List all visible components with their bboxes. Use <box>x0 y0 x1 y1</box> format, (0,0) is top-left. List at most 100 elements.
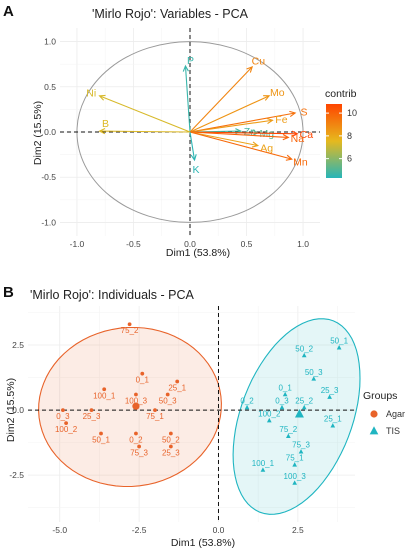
vector-mo-arrow <box>189 95 270 133</box>
panel-b-ylabel: Dim2 (15.5%) <box>5 378 17 442</box>
point-agar <box>99 431 103 436</box>
panel-a-xtick-label: 1.0 <box>297 239 309 249</box>
point-tis <box>298 449 304 454</box>
point-label-tis: 0_1 <box>278 383 292 392</box>
vector-b-arrow <box>99 130 191 133</box>
vector-zn-label: Zn <box>244 126 256 138</box>
vector-b-label: B <box>102 118 109 130</box>
vector-mg-label: Mg <box>260 128 275 140</box>
vector-fe-arrowhead <box>266 117 274 125</box>
point-label-agar: 0_3 <box>56 412 70 421</box>
vector-cu-label: Cu <box>252 55 266 67</box>
point-label-tis: 25_2 <box>295 396 313 405</box>
point-tis <box>266 417 272 423</box>
point-tis <box>336 345 342 350</box>
vector-ag-arrow <box>189 131 258 147</box>
panel-a-xtick-label: 0.0 <box>184 239 196 249</box>
point-agar <box>134 431 138 436</box>
point-label-tis: 50_2 <box>295 344 313 353</box>
point-agar <box>168 444 173 449</box>
point-tis <box>279 404 285 410</box>
panel-a-ytick-label: 0.0 <box>44 127 56 137</box>
point-agar <box>153 408 157 412</box>
point-label-tis: 75_2 <box>279 425 297 434</box>
vector-p-label: P <box>187 55 194 67</box>
point-label-agar: 75_3 <box>130 449 148 458</box>
vector-mn-arrow <box>189 131 292 160</box>
vector-s-arrow <box>189 112 296 133</box>
vector-fe-arrow <box>189 119 273 133</box>
point-label-agar: 50_1 <box>92 436 110 445</box>
panel-a-xtick-label: -1.0 <box>70 239 85 249</box>
panel-a-xtick-label: 0.5 <box>241 239 253 249</box>
vector-ag-arrowhead <box>251 141 260 148</box>
panel-a-letter: A <box>3 3 14 20</box>
vector-b-arrowhead <box>98 128 106 135</box>
panel-a-title: 'Mirlo Rojo': Variables - PCA <box>92 7 249 21</box>
point-tis <box>260 467 266 472</box>
panel-b-title: 'Mirlo Rojo': Individuals - PCA <box>30 288 195 302</box>
vector-fe-label: Fe <box>275 114 287 126</box>
vector-s-label: S <box>300 106 307 118</box>
vector-p-arrow <box>184 65 191 133</box>
point-label-tis: 25_3 <box>321 386 339 395</box>
point-tis <box>292 480 298 485</box>
vector-ni-arrowhead <box>98 94 106 101</box>
point-tis <box>292 462 298 467</box>
panel-b-xtick-label: -5.0 <box>52 525 67 535</box>
point-label-agar: 25_3 <box>83 412 101 421</box>
contrib-legend-title: contrib <box>325 88 357 100</box>
point-agar <box>175 379 180 384</box>
point-label-agar: 50_2 <box>162 436 180 445</box>
point-label-agar: 75_2 <box>121 326 139 335</box>
vector-p-arrowhead <box>182 64 189 72</box>
colorbar-tick-label: 10 <box>347 108 357 118</box>
vector-mn-label: Mn <box>293 156 308 168</box>
panel-b-ytick-label: 0.0 <box>12 405 24 415</box>
groups-legend-title: Groups <box>363 390 397 402</box>
vector-k-arrowhead <box>190 154 197 162</box>
vector-ca-label: Ca <box>300 129 314 141</box>
vector-ni-label: Ni <box>86 87 96 99</box>
point-tis <box>301 352 307 358</box>
point-label-tis: 50_1 <box>330 337 348 346</box>
point-tis <box>282 391 288 397</box>
point-agar <box>140 371 145 376</box>
panel-a-plot: -1.0 -0.5 0.0 0.5 1.0 -1.0 -0.5 0.0 0.5 1.0 P Cu Ni M… <box>41 28 357 249</box>
centroid-agar <box>132 402 140 410</box>
centroid-tis <box>294 409 304 418</box>
point-label-agar: 25_1 <box>168 383 186 392</box>
panel-a-ylabel: Dim2 (15.5%) <box>32 101 44 165</box>
point-label-tis: 75_1 <box>286 454 304 463</box>
panel-a-ytick-label: 1.0 <box>44 37 56 47</box>
contrib-colorbar <box>326 104 342 178</box>
point-tis <box>330 423 336 428</box>
point-label-agar: 0_2 <box>129 436 143 445</box>
point-tis <box>285 433 291 438</box>
panel-b-letter: B <box>3 284 14 301</box>
point-agar <box>89 408 94 412</box>
point-label-tis: 100_3 <box>284 472 307 481</box>
panel-a-ytick-label: -0.5 <box>41 172 56 182</box>
point-agar <box>134 392 138 397</box>
point-label-agar: 75_1 <box>146 412 164 421</box>
panel-b-xlabel: Dim1 (53.8%) <box>171 537 235 549</box>
vector-k-label: K <box>192 164 199 176</box>
panel-b-xtick-label: 0.0 <box>213 525 225 535</box>
vector-k-arrow <box>189 131 196 161</box>
point-label-agar: 0_1 <box>136 376 150 385</box>
point-label-tis: 100_1 <box>252 459 275 468</box>
point-label-tis: 50_3 <box>305 368 323 377</box>
panel-a-xtick-label: -0.5 <box>126 239 141 249</box>
vector-na-arrow <box>189 131 289 138</box>
colorbar-tick-label: 8 <box>347 131 352 141</box>
legend-key-agar <box>370 410 378 418</box>
vector-mn-arrowhead <box>285 154 293 161</box>
panel-a-ytick-label: 0.5 <box>44 82 56 92</box>
point-label-agar: 100_1 <box>93 391 116 400</box>
point-label-tis: 25_1 <box>324 415 342 424</box>
point-agar <box>61 408 65 412</box>
point-label-tis: 75_3 <box>292 441 310 450</box>
panel-b-plot: -5.0 -2.5 0.0 2.5 -2.5 0.0 2.5 75_2 0_1 25_1 100_1… <box>9 306 379 535</box>
